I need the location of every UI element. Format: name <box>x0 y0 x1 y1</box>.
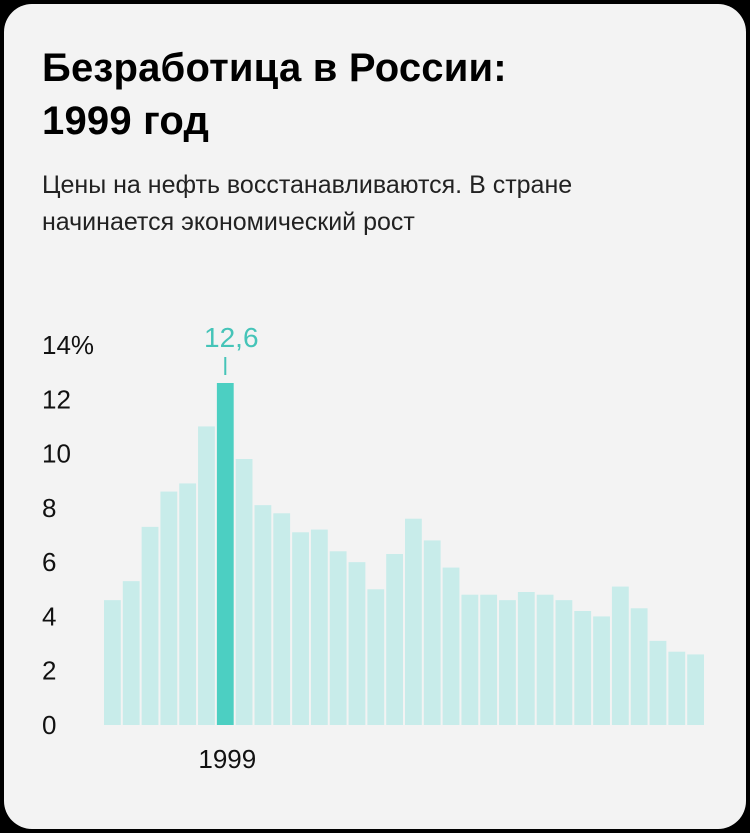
y-tick-label: 0 <box>42 710 56 740</box>
bar-2006 <box>348 562 366 725</box>
highlight-value-label: 12,6 <box>204 322 259 353</box>
highlight-annotation: 12,6 <box>204 322 259 375</box>
bar-2008 <box>386 554 403 725</box>
bar-2002 <box>273 513 291 725</box>
bar-2010 <box>423 540 441 725</box>
bar-2022 <box>649 640 667 725</box>
bar-2013 <box>480 594 498 725</box>
y-tick-label: 4 <box>42 601 56 631</box>
bar-1994 <box>122 581 140 725</box>
bar-2005 <box>329 551 347 725</box>
chart-title: Безработица в России: 1999 год <box>42 42 507 148</box>
bar-2019 <box>593 616 610 725</box>
bar-2003 <box>292 532 309 725</box>
bar-2020 <box>611 586 629 725</box>
bar-2018 <box>574 611 592 725</box>
y-axis: 14% 12 10 8 6 4 2 0 <box>42 330 94 740</box>
bar-1996 <box>160 491 178 725</box>
bars-group <box>104 383 704 725</box>
x-axis: 1999 <box>198 744 256 774</box>
bar-2023 <box>668 651 686 725</box>
bar-2009 <box>405 518 422 725</box>
highlighted-bar-1999 <box>216 383 234 725</box>
bar-2007 <box>367 589 385 725</box>
chart-title-line-2: 1999 год <box>42 99 210 143</box>
bar-2024 <box>687 654 704 725</box>
x-tick-label: 1999 <box>198 744 256 774</box>
chart-subtitle: Цены на нефть восстанавливаются. В стран… <box>42 167 722 241</box>
bar-1993 <box>104 600 121 725</box>
bar-2017 <box>555 600 573 725</box>
bar-1998 <box>198 426 215 725</box>
y-tick-label: 12 <box>42 384 71 414</box>
y-tick-label: 6 <box>42 547 56 577</box>
chart-subtitle-line-2: начинается экономический рост <box>42 208 415 236</box>
bar-2016 <box>536 594 554 725</box>
y-tick-label: 8 <box>42 493 56 523</box>
y-tick-label: 2 <box>42 656 56 686</box>
bar-2015 <box>517 592 535 725</box>
chart-title-line-1: Безработица в России: <box>42 46 507 90</box>
bar-2000 <box>235 459 253 725</box>
bar-2014 <box>499 600 516 725</box>
chart-subtitle-line-1: Цены на нефть восстанавливаются. В стран… <box>42 171 573 199</box>
y-tick-label: 14% <box>42 330 94 360</box>
bar-2001 <box>254 505 272 725</box>
bar-1995 <box>141 526 159 725</box>
bar-2012 <box>461 594 479 725</box>
bar-1997 <box>179 483 197 725</box>
y-tick-label: 10 <box>42 439 71 469</box>
bar-2021 <box>630 608 648 725</box>
bar-2004 <box>310 529 328 725</box>
bar-2011 <box>442 567 460 725</box>
